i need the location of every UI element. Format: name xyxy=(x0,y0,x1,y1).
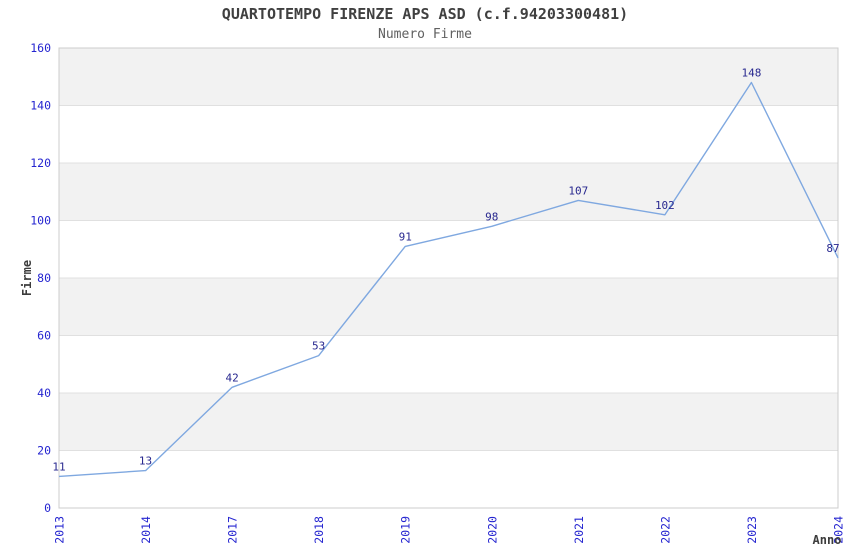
series-line xyxy=(58,81,839,478)
x-tick-label: 2017 xyxy=(226,516,240,544)
x-tick-label: 2020 xyxy=(485,516,499,544)
grid-band xyxy=(59,163,838,221)
data-point-label: 91 xyxy=(399,230,412,243)
y-tick-label: 100 xyxy=(30,214,51,228)
x-axis-title: Anno xyxy=(813,533,842,547)
y-tick-label: 140 xyxy=(30,99,51,113)
x-tick-label: 2013 xyxy=(53,516,67,544)
data-point-label: 53 xyxy=(312,340,325,353)
grid-band xyxy=(59,48,838,106)
x-tick-label: 2022 xyxy=(658,516,672,544)
y-tick-label: 60 xyxy=(37,329,51,343)
chart-title: QUARTOTEMPO FIRENZE APS ASD (c.f.9420330… xyxy=(221,5,629,23)
y-tick-label: 40 xyxy=(37,386,51,400)
y-tick-label: 20 xyxy=(37,444,51,458)
data-point-label: 11 xyxy=(52,460,65,473)
x-tick-label: 2019 xyxy=(399,516,413,544)
x-tick-label: 2021 xyxy=(572,516,586,544)
x-tick-label: 2024 xyxy=(832,516,846,544)
data-point-label: 87 xyxy=(826,242,839,255)
grid-band xyxy=(59,393,838,451)
data-point-label: 42 xyxy=(225,371,238,384)
x-tick-label: 2023 xyxy=(745,516,759,544)
x-tick-label: 2014 xyxy=(139,516,153,544)
plot-border xyxy=(58,47,839,509)
data-point-label: 13 xyxy=(139,455,152,468)
y-tick-label: 80 xyxy=(37,271,51,285)
grid-band xyxy=(59,278,838,336)
data-point-label: 102 xyxy=(655,199,675,212)
y-tick-label: 160 xyxy=(30,41,51,55)
chart-subtitle: Numero Firme xyxy=(378,27,472,42)
y-tick-label: 120 xyxy=(30,156,51,170)
data-point-label: 148 xyxy=(742,67,762,80)
data-point-label: 107 xyxy=(568,184,588,197)
y-tick-label: 0 xyxy=(44,501,51,515)
x-tick-label: 2018 xyxy=(312,516,326,544)
y-axis-title: Firme xyxy=(20,260,34,296)
data-point-label: 98 xyxy=(485,210,498,223)
